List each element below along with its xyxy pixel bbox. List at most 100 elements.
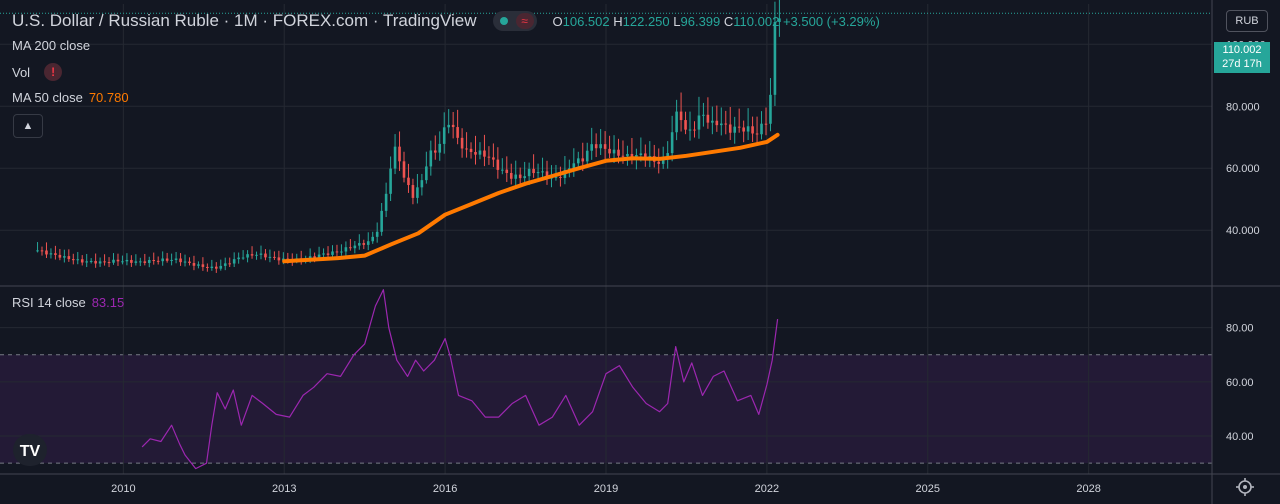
candle-body bbox=[599, 144, 602, 149]
open-label: O bbox=[552, 13, 563, 29]
candle-body bbox=[492, 157, 495, 160]
candle-body bbox=[411, 185, 415, 198]
candle-body bbox=[545, 171, 549, 179]
candle-body bbox=[474, 151, 477, 155]
candle-body bbox=[702, 114, 705, 116]
low-value: 96.399 bbox=[680, 13, 721, 29]
candle-body bbox=[371, 236, 375, 242]
legend-ma50[interactable]: MA 50 close 70.780 bbox=[12, 90, 129, 105]
candle-body bbox=[335, 251, 339, 253]
candle-body bbox=[326, 253, 330, 255]
candle-body bbox=[612, 149, 616, 154]
candle-body bbox=[358, 243, 361, 246]
candle-body bbox=[71, 259, 75, 261]
time-axis[interactable]: 2010 2013 2016 2019 2022 2025 2028 bbox=[111, 483, 1101, 495]
gear-icon[interactable] bbox=[1236, 478, 1254, 496]
candle-body bbox=[246, 254, 249, 258]
vol-label: Vol bbox=[12, 64, 31, 80]
candle-body bbox=[80, 259, 84, 263]
candle-body bbox=[112, 259, 115, 263]
candle-body bbox=[608, 148, 611, 154]
symbol-title[interactable]: U.S. Dollar / Russian Ruble · 1M · FOREX… bbox=[12, 11, 477, 30]
candle-body bbox=[201, 264, 205, 267]
candle-body bbox=[398, 146, 401, 162]
candle-body bbox=[773, 21, 777, 95]
candle-body bbox=[161, 258, 164, 262]
legend-ma200[interactable]: MA 200 close bbox=[12, 38, 90, 53]
legend-rsi[interactable]: RSI 14 close 83.15 bbox=[12, 295, 124, 310]
candle-body bbox=[402, 161, 406, 178]
candle-body bbox=[232, 259, 236, 264]
candle-body bbox=[67, 256, 71, 260]
candle-body bbox=[170, 259, 173, 261]
candle-body bbox=[684, 120, 687, 130]
exclamation-icon[interactable]: ! bbox=[44, 63, 63, 81]
candle-body bbox=[313, 256, 316, 258]
time-tick-label: 2013 bbox=[272, 483, 296, 495]
candle-body bbox=[764, 123, 768, 125]
candle-body bbox=[49, 253, 53, 255]
candle-body bbox=[460, 137, 464, 149]
candle-body bbox=[165, 258, 169, 261]
candle-body bbox=[429, 150, 433, 167]
candle-body bbox=[98, 261, 102, 264]
chevron-up-icon: ▲ bbox=[22, 120, 34, 132]
rsi-label: RSI 14 close bbox=[12, 295, 86, 310]
price-tick-label: 40.000 bbox=[1226, 225, 1260, 237]
candle-body bbox=[58, 254, 62, 258]
candle-body bbox=[724, 123, 728, 125]
time-tick-label: 2025 bbox=[916, 483, 940, 495]
market-status-pill[interactable]: ≈ bbox=[492, 11, 537, 31]
candle-body bbox=[349, 247, 352, 249]
candle-body bbox=[581, 158, 585, 162]
candle-body bbox=[728, 124, 732, 133]
legend-vol[interactable]: Vol ! bbox=[12, 63, 63, 81]
candle-body bbox=[442, 127, 446, 144]
rsi-tick-label: 60.00 bbox=[1226, 377, 1254, 389]
ma50-line bbox=[282, 132, 780, 264]
candle-body bbox=[420, 180, 424, 188]
candle-body bbox=[514, 174, 518, 179]
high-label: H bbox=[613, 13, 623, 29]
candle-body bbox=[121, 261, 124, 263]
candle-body bbox=[621, 155, 625, 157]
grid-layer bbox=[0, 4, 1212, 474]
candle-body bbox=[523, 176, 526, 179]
candle-body bbox=[241, 257, 245, 259]
currency-button[interactable]: RUB bbox=[1226, 10, 1268, 32]
candle-body bbox=[737, 126, 741, 128]
candle-body bbox=[751, 126, 754, 134]
candle-body bbox=[116, 259, 120, 262]
candle-body bbox=[40, 250, 44, 252]
candle-body bbox=[778, 18, 781, 22]
candle-body bbox=[206, 266, 209, 269]
collapse-legend-button[interactable]: ▲ bbox=[13, 114, 43, 138]
candle-body bbox=[469, 148, 473, 152]
candle-body bbox=[331, 251, 334, 255]
candle-body bbox=[362, 243, 366, 245]
candle-body bbox=[259, 253, 263, 255]
candle-body bbox=[344, 247, 348, 252]
candle-body bbox=[478, 150, 482, 155]
candle-body bbox=[657, 161, 661, 164]
candle-body bbox=[697, 115, 701, 130]
change-value: +3.500 (+3.29%) bbox=[782, 13, 880, 29]
rsi-tick-label: 80.00 bbox=[1226, 323, 1254, 335]
candle-body bbox=[693, 129, 696, 131]
candle-body bbox=[174, 258, 178, 260]
candle-body bbox=[501, 169, 504, 171]
candle-body bbox=[36, 250, 39, 252]
candle-body bbox=[317, 254, 321, 258]
candle-body bbox=[188, 261, 191, 264]
candle-body bbox=[626, 153, 629, 157]
candle-body bbox=[308, 256, 312, 260]
candle-body bbox=[746, 126, 750, 132]
candle-body bbox=[769, 94, 772, 124]
tradingview-logo[interactable]: TV bbox=[13, 434, 47, 466]
rsi-value: 83.15 bbox=[91, 295, 125, 310]
candle-body bbox=[139, 261, 142, 263]
candle-body bbox=[760, 123, 763, 135]
candle-body bbox=[384, 193, 388, 211]
candle-body bbox=[340, 251, 343, 253]
